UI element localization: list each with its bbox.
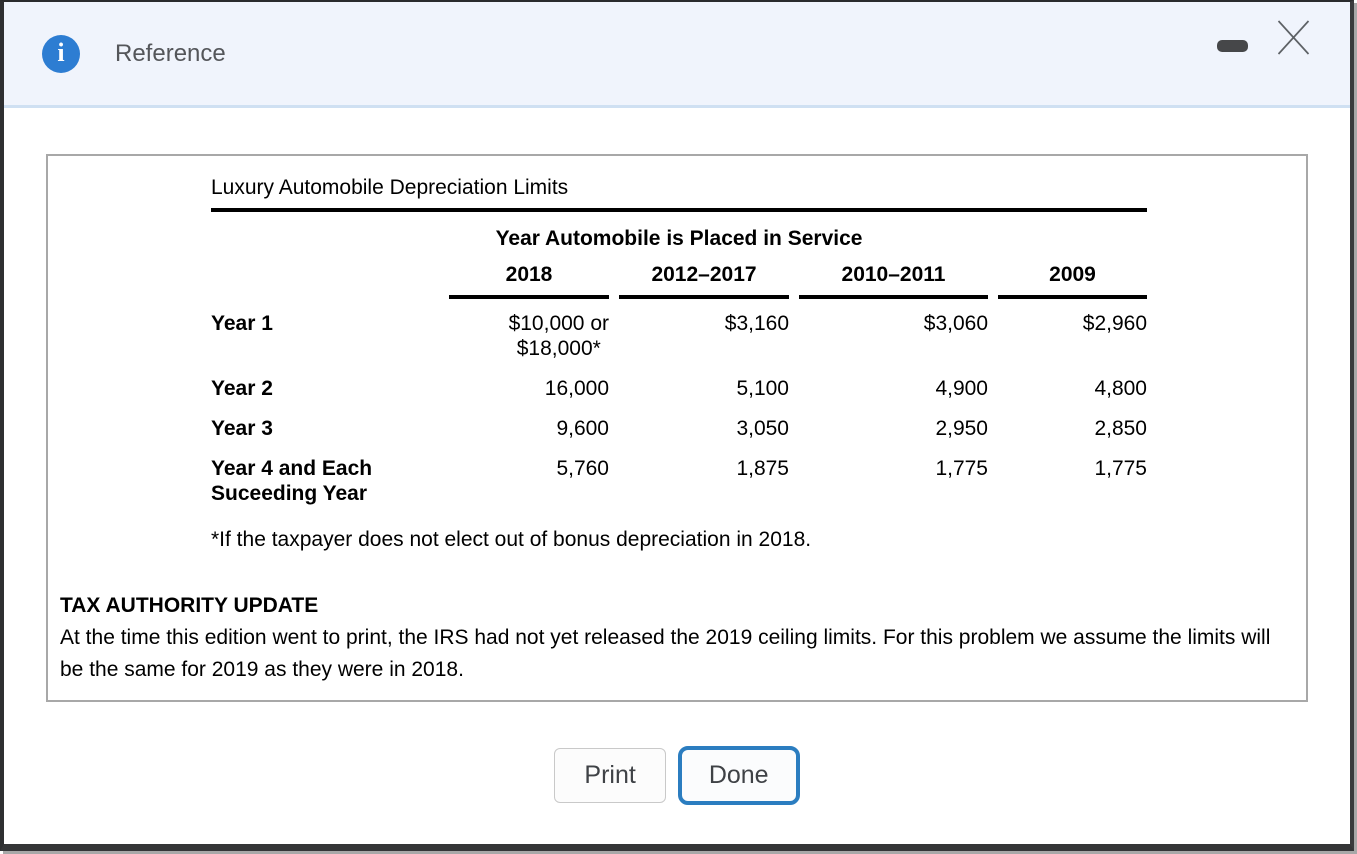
- table-cell: 2,850: [1094, 417, 1147, 440]
- done-button[interactable]: Done: [677, 746, 800, 805]
- info-icon: i: [42, 34, 80, 73]
- table-cell: $10,000 or $18,000*: [508, 312, 609, 360]
- column-header: 2010–2011: [789, 263, 988, 299]
- row-label: Year 4 and Each Suceeding Year: [211, 457, 373, 505]
- tax-authority-update-body: At the time this edition went to print, …: [60, 626, 1271, 681]
- depreciation-table: 2018 2012–2017 2010–2011 2009 Year 1 $10,000…: [211, 263, 1147, 521]
- column-header: 2012–2017: [609, 263, 789, 299]
- table-cell: 4,800: [1094, 377, 1147, 400]
- label-column-header: [211, 263, 449, 299]
- print-button[interactable]: Print: [554, 748, 666, 803]
- table-cell: 9,600: [556, 417, 609, 440]
- table-row: Year 4 and Each Suceeding Year 5,760 1,875…: [211, 456, 1147, 521]
- row-label: Year 2: [211, 377, 273, 400]
- table-cell: 1,775: [1094, 457, 1147, 480]
- table-cell: 16,000: [544, 377, 609, 400]
- table-row: Year 1 $10,000 or $18,000* $3,160 $3,060 $2,…: [211, 299, 1147, 376]
- table-cell: $2,960: [1082, 312, 1147, 335]
- row-label: Year 1: [211, 312, 273, 335]
- table-cell: 5,760: [556, 457, 609, 480]
- table-row: Year 3 9,600 3,050 2,950 2,850: [211, 416, 1147, 456]
- table-cell: 2,950: [935, 417, 988, 440]
- table-title: Luxury Automobile Depreciation Limits: [211, 176, 1147, 212]
- minimize-icon[interactable]: [1217, 40, 1248, 52]
- table-footnote: *If the taxpayer does not elect out of b…: [211, 528, 812, 551]
- close-icon[interactable]: [1277, 19, 1310, 56]
- table-cell: 4,900: [935, 377, 988, 400]
- table-cell: $3,060: [923, 312, 988, 335]
- table-cell: $3,160: [724, 312, 789, 335]
- table-cell: 1,775: [935, 457, 988, 480]
- table-row: Year 2 16,000 5,100 4,900 4,800: [211, 376, 1147, 416]
- dialog-title: Reference: [115, 39, 226, 67]
- column-header: 2018: [449, 263, 609, 299]
- reference-card: Luxury Automobile Depreciation Limits Ye…: [46, 154, 1308, 702]
- row-label: Year 3: [211, 417, 273, 440]
- table-span-header: Year Automobile is Placed in Service: [495, 227, 863, 250]
- table-cell: 5,100: [736, 377, 789, 400]
- table-head-row: 2018 2012–2017 2010–2011 2009: [211, 263, 1147, 299]
- dialog-footer-buttons: Print Done: [4, 746, 1350, 805]
- table-cell: 3,050: [736, 417, 789, 440]
- table-cell: 1,875: [736, 457, 789, 480]
- tax-authority-update-heading: TAX AUTHORITY UPDATE: [60, 594, 319, 617]
- dialog-titlebar: i Reference: [4, 2, 1350, 108]
- depreciation-table-area: Luxury Automobile Depreciation Limits Ye…: [211, 176, 1147, 552]
- column-header: 2009: [988, 263, 1147, 299]
